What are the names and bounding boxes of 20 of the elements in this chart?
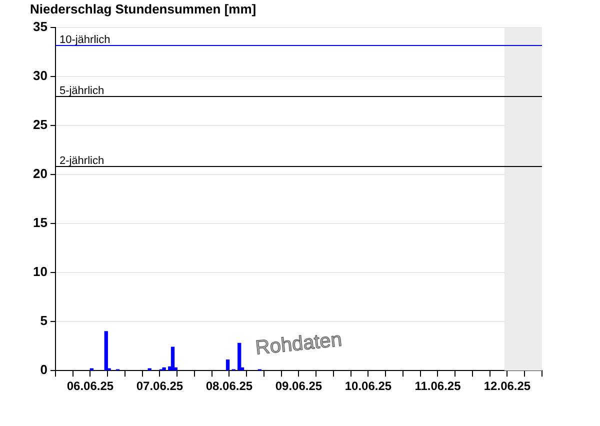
y-tick-label: 20 xyxy=(32,166,48,182)
ref-line-label: 2-jährlich xyxy=(59,155,104,168)
x-tick-label: 11.06.25 xyxy=(414,379,462,394)
ref-line-label: 5-jährlich xyxy=(59,85,104,98)
ref-line-label: 10-jährlich xyxy=(59,34,110,46)
x-tick-label: 06.06.25 xyxy=(66,379,114,394)
y-tick-label: 30 xyxy=(32,68,48,84)
y-tick-label: 35 xyxy=(32,19,48,34)
annotation: Rohdaten xyxy=(254,328,343,360)
chart-title: Niederschlag Stundensummen [mm] xyxy=(30,1,256,16)
x-tick-label: 08.06.25 xyxy=(206,379,253,394)
x-tick-label: 10.06.25 xyxy=(344,379,392,394)
x-tick-label: 07.06.25 xyxy=(136,379,184,394)
y-tick-label: 10 xyxy=(32,264,48,280)
y-tick-label: 15 xyxy=(32,215,48,230)
y-tick-label: 5 xyxy=(40,313,48,328)
y-tick-label: 25 xyxy=(32,117,48,132)
x-tick-label: 12.06.25 xyxy=(484,379,531,394)
x-tick-label: 09.06.25 xyxy=(275,379,322,394)
y-tick-label: 0 xyxy=(40,362,48,378)
